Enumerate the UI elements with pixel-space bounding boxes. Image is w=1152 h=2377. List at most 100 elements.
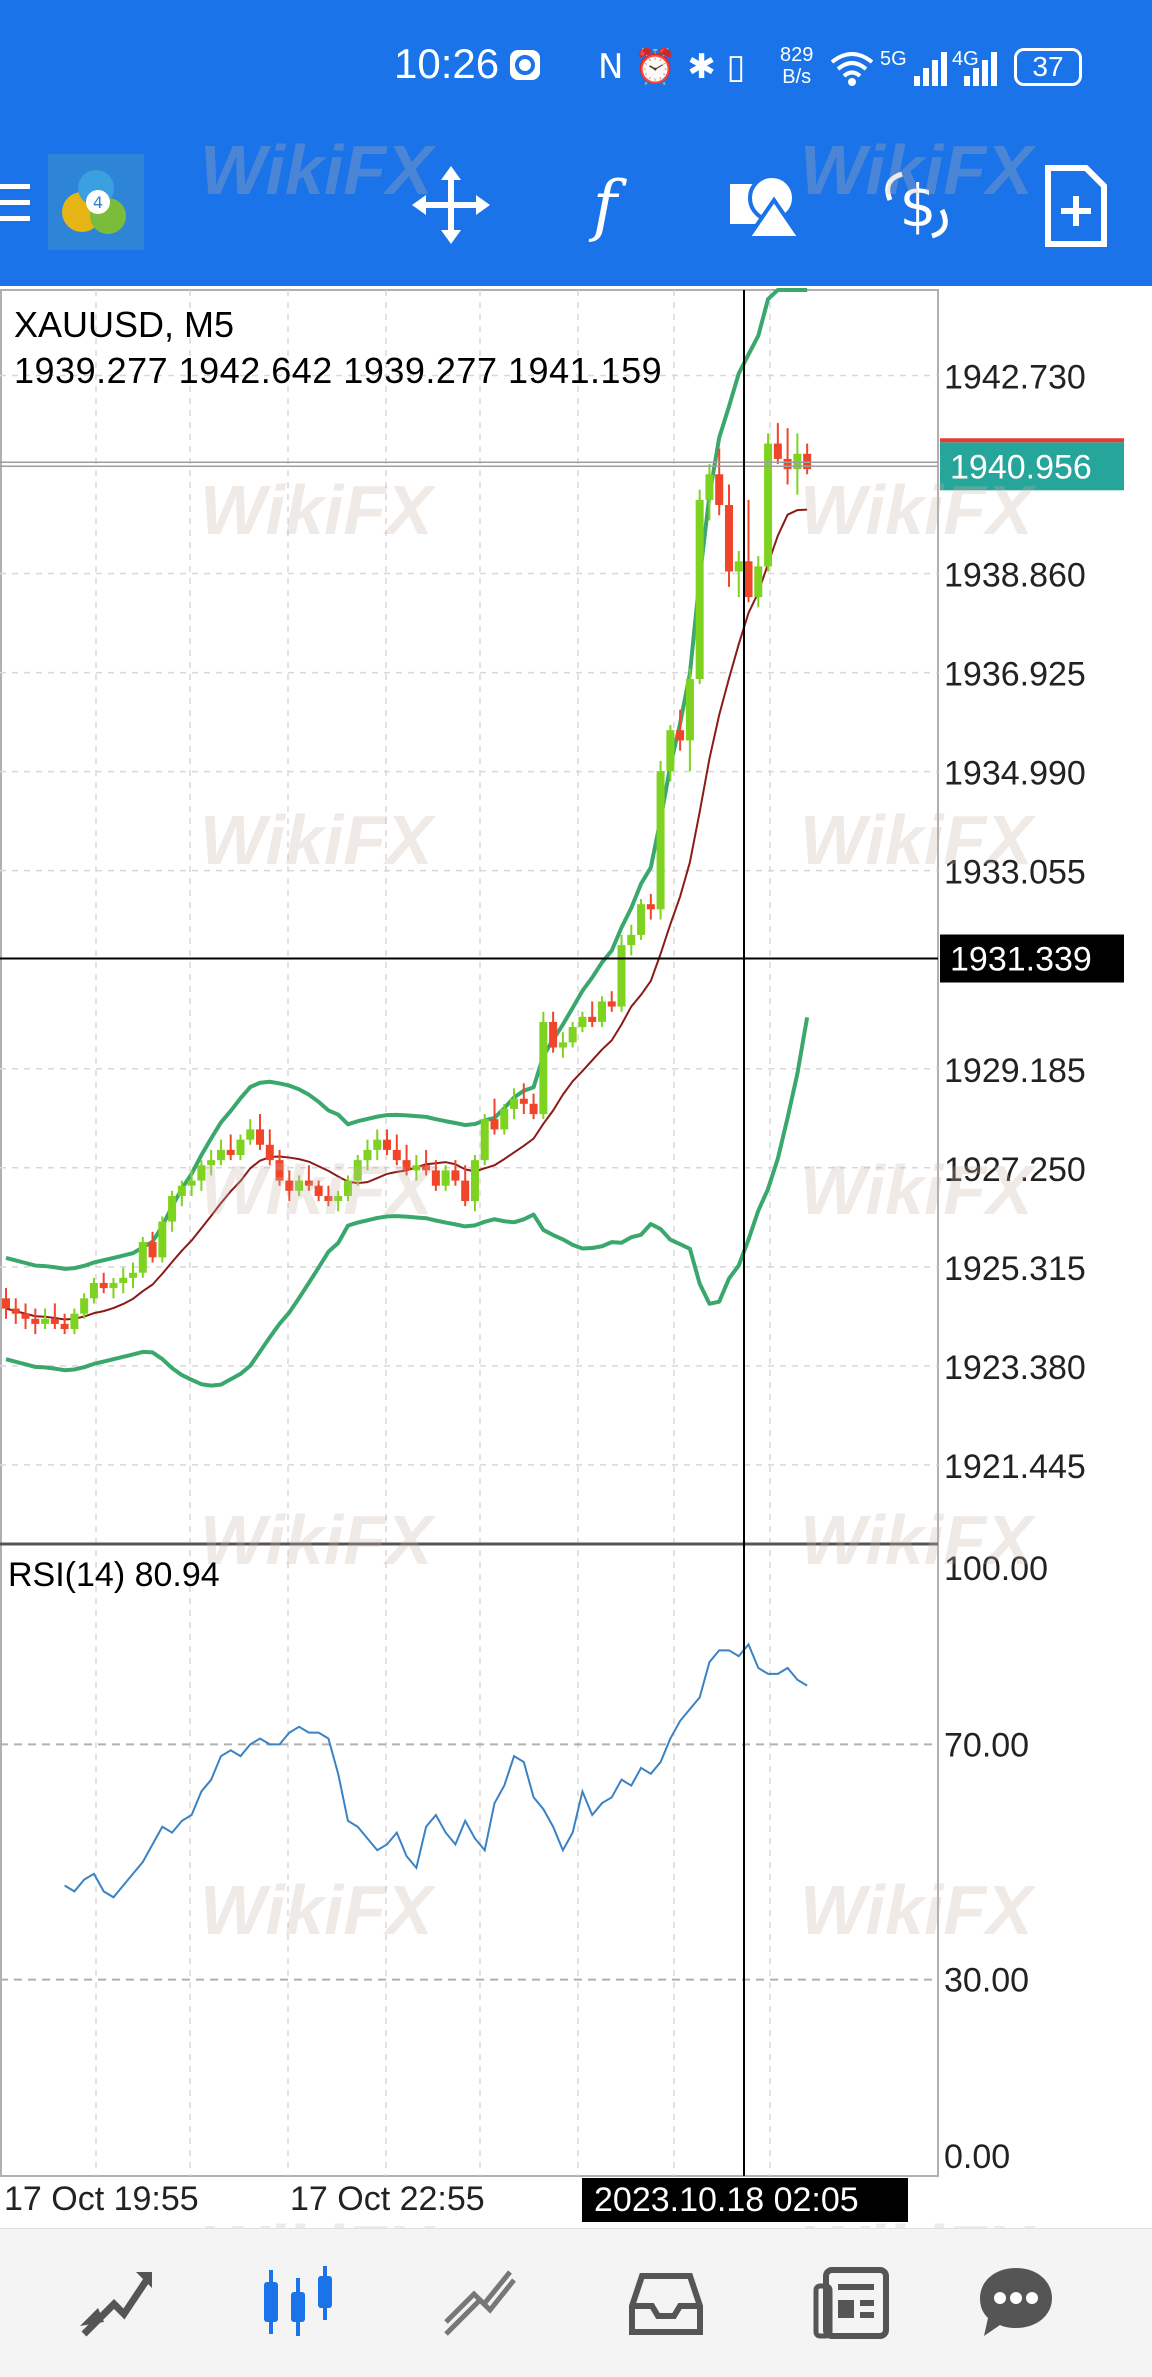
function-indicator-icon[interactable]: f bbox=[560, 160, 650, 250]
price-tick: 1942.730 bbox=[944, 358, 1086, 396]
candle-body bbox=[754, 566, 763, 598]
price-tick: 1933.055 bbox=[944, 854, 1086, 892]
candle-body bbox=[539, 1021, 548, 1115]
candle-body bbox=[695, 499, 704, 679]
svg-text:4: 4 bbox=[93, 193, 103, 212]
svg-text:f: f bbox=[588, 167, 628, 244]
candle-body bbox=[343, 1180, 352, 1196]
time-tick: 17 Oct 19:55 bbox=[4, 2180, 199, 2218]
candle-body bbox=[412, 1165, 421, 1171]
history-icon[interactable] bbox=[440, 2262, 520, 2342]
crosshair-time-bg bbox=[582, 2178, 908, 2222]
chart-icon[interactable] bbox=[258, 2262, 338, 2342]
candle-body bbox=[285, 1180, 294, 1191]
candle-body bbox=[236, 1139, 245, 1156]
candle-body bbox=[60, 1323, 69, 1330]
candle-body bbox=[21, 1313, 30, 1319]
time-tick: 17 Oct 22:55 bbox=[290, 2180, 485, 2218]
candle-body bbox=[715, 474, 724, 505]
chart-grid bbox=[0, 289, 939, 2177]
candle-body bbox=[324, 1195, 333, 1202]
candle-body bbox=[549, 1021, 558, 1048]
candle-body bbox=[441, 1170, 450, 1186]
candle-body bbox=[431, 1170, 440, 1186]
candle-body bbox=[304, 1180, 313, 1186]
signal-5g-label: 5G bbox=[880, 48, 907, 70]
candle-body bbox=[529, 1103, 538, 1115]
candle-body bbox=[597, 1001, 606, 1022]
candle-body bbox=[461, 1180, 470, 1202]
new-document-icon[interactable] bbox=[1030, 160, 1120, 250]
candle-body bbox=[392, 1149, 401, 1161]
status-icons: N ⏰ ✱ ▯ bbox=[598, 46, 745, 86]
candle-body bbox=[99, 1282, 108, 1289]
price-tick: 1929.185 bbox=[944, 1052, 1086, 1090]
candle-body bbox=[187, 1180, 196, 1186]
candle-body bbox=[216, 1149, 225, 1161]
candle-body bbox=[510, 1098, 519, 1109]
candle-body bbox=[744, 561, 753, 598]
candle-body bbox=[470, 1160, 479, 1202]
signal-bars-icon bbox=[964, 52, 997, 86]
signal-4g-label: 4G bbox=[952, 48, 979, 70]
menu-icon[interactable] bbox=[0, 180, 32, 228]
crosshair-move-icon[interactable] bbox=[406, 160, 496, 250]
wifi-icon bbox=[830, 52, 874, 86]
crosshair: 1931.339 2023.10.18 02:05 bbox=[0, 290, 1124, 2222]
crosshair-price-bg bbox=[940, 934, 1124, 983]
candle-body bbox=[256, 1129, 265, 1145]
candle-body bbox=[646, 904, 655, 910]
candle-body bbox=[627, 934, 636, 946]
objects-icon[interactable] bbox=[716, 160, 806, 250]
news-icon[interactable] bbox=[812, 2262, 892, 2342]
bottom-nav bbox=[0, 2228, 1152, 2377]
app-logo[interactable]: 4 bbox=[48, 154, 144, 250]
trade-icon[interactable] bbox=[76, 2262, 156, 2342]
candle-body bbox=[764, 443, 773, 567]
rsi-panel bbox=[0, 1642, 938, 1981]
candle-body bbox=[226, 1149, 235, 1156]
svg-text:$: $ bbox=[900, 172, 937, 240]
candle-body bbox=[138, 1242, 147, 1273]
chat-icon[interactable] bbox=[976, 2262, 1056, 2342]
candle-body bbox=[500, 1108, 509, 1130]
chart-area[interactable]: 1942.730 1938.860 1936.925 1934.990 1933.055… bbox=[0, 286, 1152, 2230]
price-tick: 1938.860 bbox=[944, 557, 1086, 595]
candle-body bbox=[685, 678, 694, 741]
rsi-tick: 70.00 bbox=[944, 1726, 1029, 1764]
candle-body bbox=[177, 1185, 186, 1196]
candle-body bbox=[558, 1042, 567, 1048]
candle-body bbox=[11, 1308, 20, 1314]
crosshair-time-label: 2023.10.18 02:05 bbox=[594, 2181, 859, 2219]
candle-body bbox=[89, 1282, 98, 1299]
rsi-tick: 100.00 bbox=[944, 1550, 1048, 1588]
candles bbox=[0, 423, 938, 1335]
candle-body bbox=[578, 1016, 587, 1028]
rsi-tick: 30.00 bbox=[944, 1962, 1029, 2000]
price-tick: 1925.315 bbox=[944, 1250, 1086, 1288]
signal-bars-icon bbox=[914, 52, 947, 86]
top-bar bbox=[0, 0, 1152, 286]
candle-body bbox=[617, 945, 626, 1007]
inbox-icon[interactable] bbox=[626, 2262, 706, 2342]
rsi-label: RSI(14) 80.94 bbox=[8, 1556, 220, 1594]
candle-body bbox=[519, 1098, 528, 1104]
candle-body bbox=[480, 1119, 489, 1161]
bid-price-label-bg bbox=[940, 442, 1124, 491]
candle-body bbox=[129, 1272, 138, 1278]
candle-body bbox=[353, 1160, 362, 1181]
notification-icon bbox=[510, 50, 540, 80]
ask-marker bbox=[940, 438, 1124, 443]
crosshair-price-label: 1931.339 bbox=[950, 941, 1092, 979]
candle-body bbox=[783, 458, 792, 470]
trade-dollar-icon[interactable]: $ bbox=[872, 160, 962, 250]
candle-body bbox=[373, 1139, 382, 1150]
candle-body bbox=[383, 1139, 392, 1150]
candle-body bbox=[334, 1195, 343, 1202]
candle-body bbox=[803, 453, 812, 470]
rsi-tick: 0.00 bbox=[944, 2138, 1010, 2176]
battery-indicator: 37 bbox=[1014, 48, 1082, 86]
status-time: 10:26 bbox=[394, 40, 500, 87]
candle-body bbox=[41, 1318, 50, 1324]
price-axis: 1942.730 1938.860 1936.925 1934.990 1933.055… bbox=[4, 358, 1124, 2218]
